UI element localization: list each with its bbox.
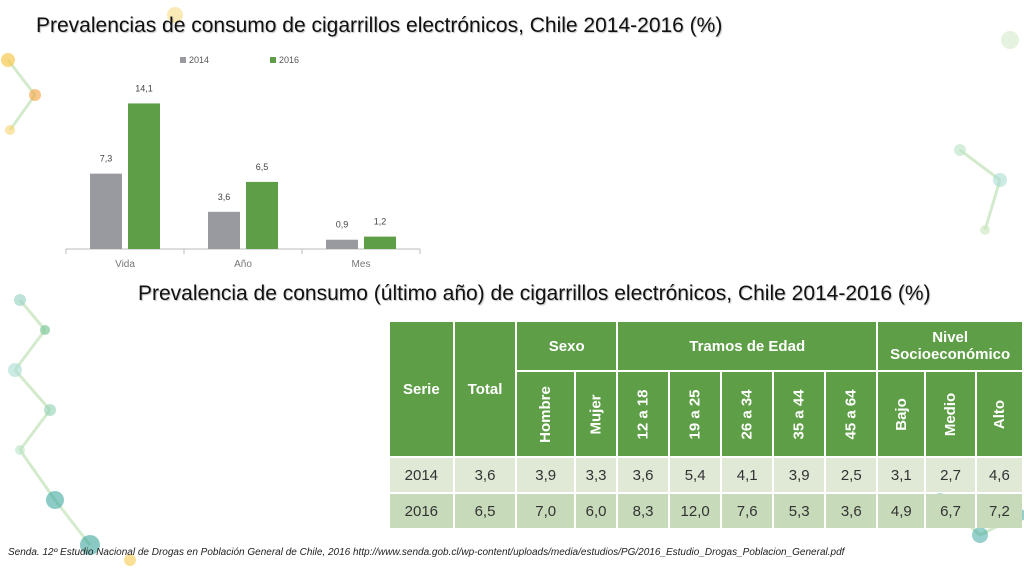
table-title: Prevalencia de consumo (último año) de c…: [138, 282, 931, 305]
header-serie: Serie: [390, 322, 453, 456]
header-total: Total: [454, 322, 516, 456]
prevalence-table: Serie Total Sexo Tramos de Edad Nivel So…: [388, 320, 1024, 530]
cell: 7,0: [517, 494, 575, 528]
bar-2016-Vida: [128, 103, 160, 249]
cell: 6,5: [454, 494, 516, 528]
cell: 3,6: [618, 458, 669, 492]
cell: 6,0: [576, 494, 617, 528]
x-tick-label: Vida: [115, 259, 135, 270]
cell: 8,3: [618, 494, 669, 528]
source-citation: Senda. 12º Estudio Nacional de Drogas en…: [8, 547, 845, 558]
subheader-mujer: Mujer: [576, 372, 617, 456]
header-sexo: Sexo: [517, 322, 617, 370]
subheader-19-25: 19 a 25: [670, 372, 721, 456]
legend-swatch-2016: [270, 57, 276, 63]
cell-serie: 2016: [390, 494, 453, 528]
bar-2016-Año: [246, 181, 278, 249]
cell: 6,7: [926, 494, 975, 528]
subheader-12-18: 12 a 18: [618, 372, 669, 456]
data-label: 14,1: [135, 83, 153, 93]
cell: 4,1: [722, 458, 773, 492]
cell: 5,3: [774, 494, 825, 528]
subheader-45-64: 45 a 64: [826, 372, 877, 456]
cell: 7,6: [722, 494, 773, 528]
table-row: 2016 6,5 7,0 6,0 8,3 12,0 7,6 5,3 3,6 4,…: [390, 494, 1022, 528]
x-tick-label: Año: [234, 259, 252, 270]
cell: 3,9: [517, 458, 575, 492]
cell: 4,9: [878, 494, 925, 528]
legend-label-2016: 2016: [279, 55, 299, 65]
bar-2014-Mes: [326, 239, 358, 249]
data-label: 6,5: [256, 162, 269, 172]
cell: 12,0: [670, 494, 721, 528]
bar-2016-Mes: [364, 236, 396, 249]
cell: 7,2: [976, 494, 1022, 528]
subheader-medio: Medio: [926, 372, 975, 456]
data-label: 1,2: [374, 217, 387, 227]
cell: 2,7: [926, 458, 975, 492]
bar-2014-Año: [208, 211, 240, 249]
cell: 3,3: [576, 458, 617, 492]
bar-2014-Vida: [90, 173, 122, 249]
cell: 3,1: [878, 458, 925, 492]
subheader-alto: Alto: [976, 372, 1022, 456]
subheader-26-34: 26 a 34: [722, 372, 773, 456]
data-label: 7,3: [100, 154, 113, 164]
cell-serie: 2014: [390, 458, 453, 492]
legend-swatch-2014: [180, 57, 186, 63]
legend-label-2014: 2014: [189, 55, 209, 65]
cell: 3,9: [774, 458, 825, 492]
chart-title: Prevalencias de consumo de cigarrillos e…: [36, 14, 723, 37]
subheader-hombre: Hombre: [517, 372, 575, 456]
header-tramos-edad: Tramos de Edad: [618, 322, 877, 370]
cell: 3,6: [826, 494, 877, 528]
x-tick-label: Mes: [352, 259, 371, 270]
header-nivel-socioeconomico: Nivel Socioeconómico: [878, 322, 1022, 370]
data-label: 3,6: [218, 192, 231, 202]
cell: 2,5: [826, 458, 877, 492]
subheader-bajo: Bajo: [878, 372, 925, 456]
table-row: 2014 3,6 3,9 3,3 3,6 5,4 4,1 3,9 2,5 3,1…: [390, 458, 1022, 492]
cell: 3,6: [454, 458, 516, 492]
cell: 5,4: [670, 458, 721, 492]
bar-chart: 2014 2016 7,3 14,1 Vida 3,6 6,5 Año 0,9 1,2 Mes: [65, 55, 421, 270]
subheader-35-44: 35 a 44: [774, 372, 825, 456]
data-label: 0,9: [336, 220, 349, 230]
cell: 4,6: [976, 458, 1022, 492]
